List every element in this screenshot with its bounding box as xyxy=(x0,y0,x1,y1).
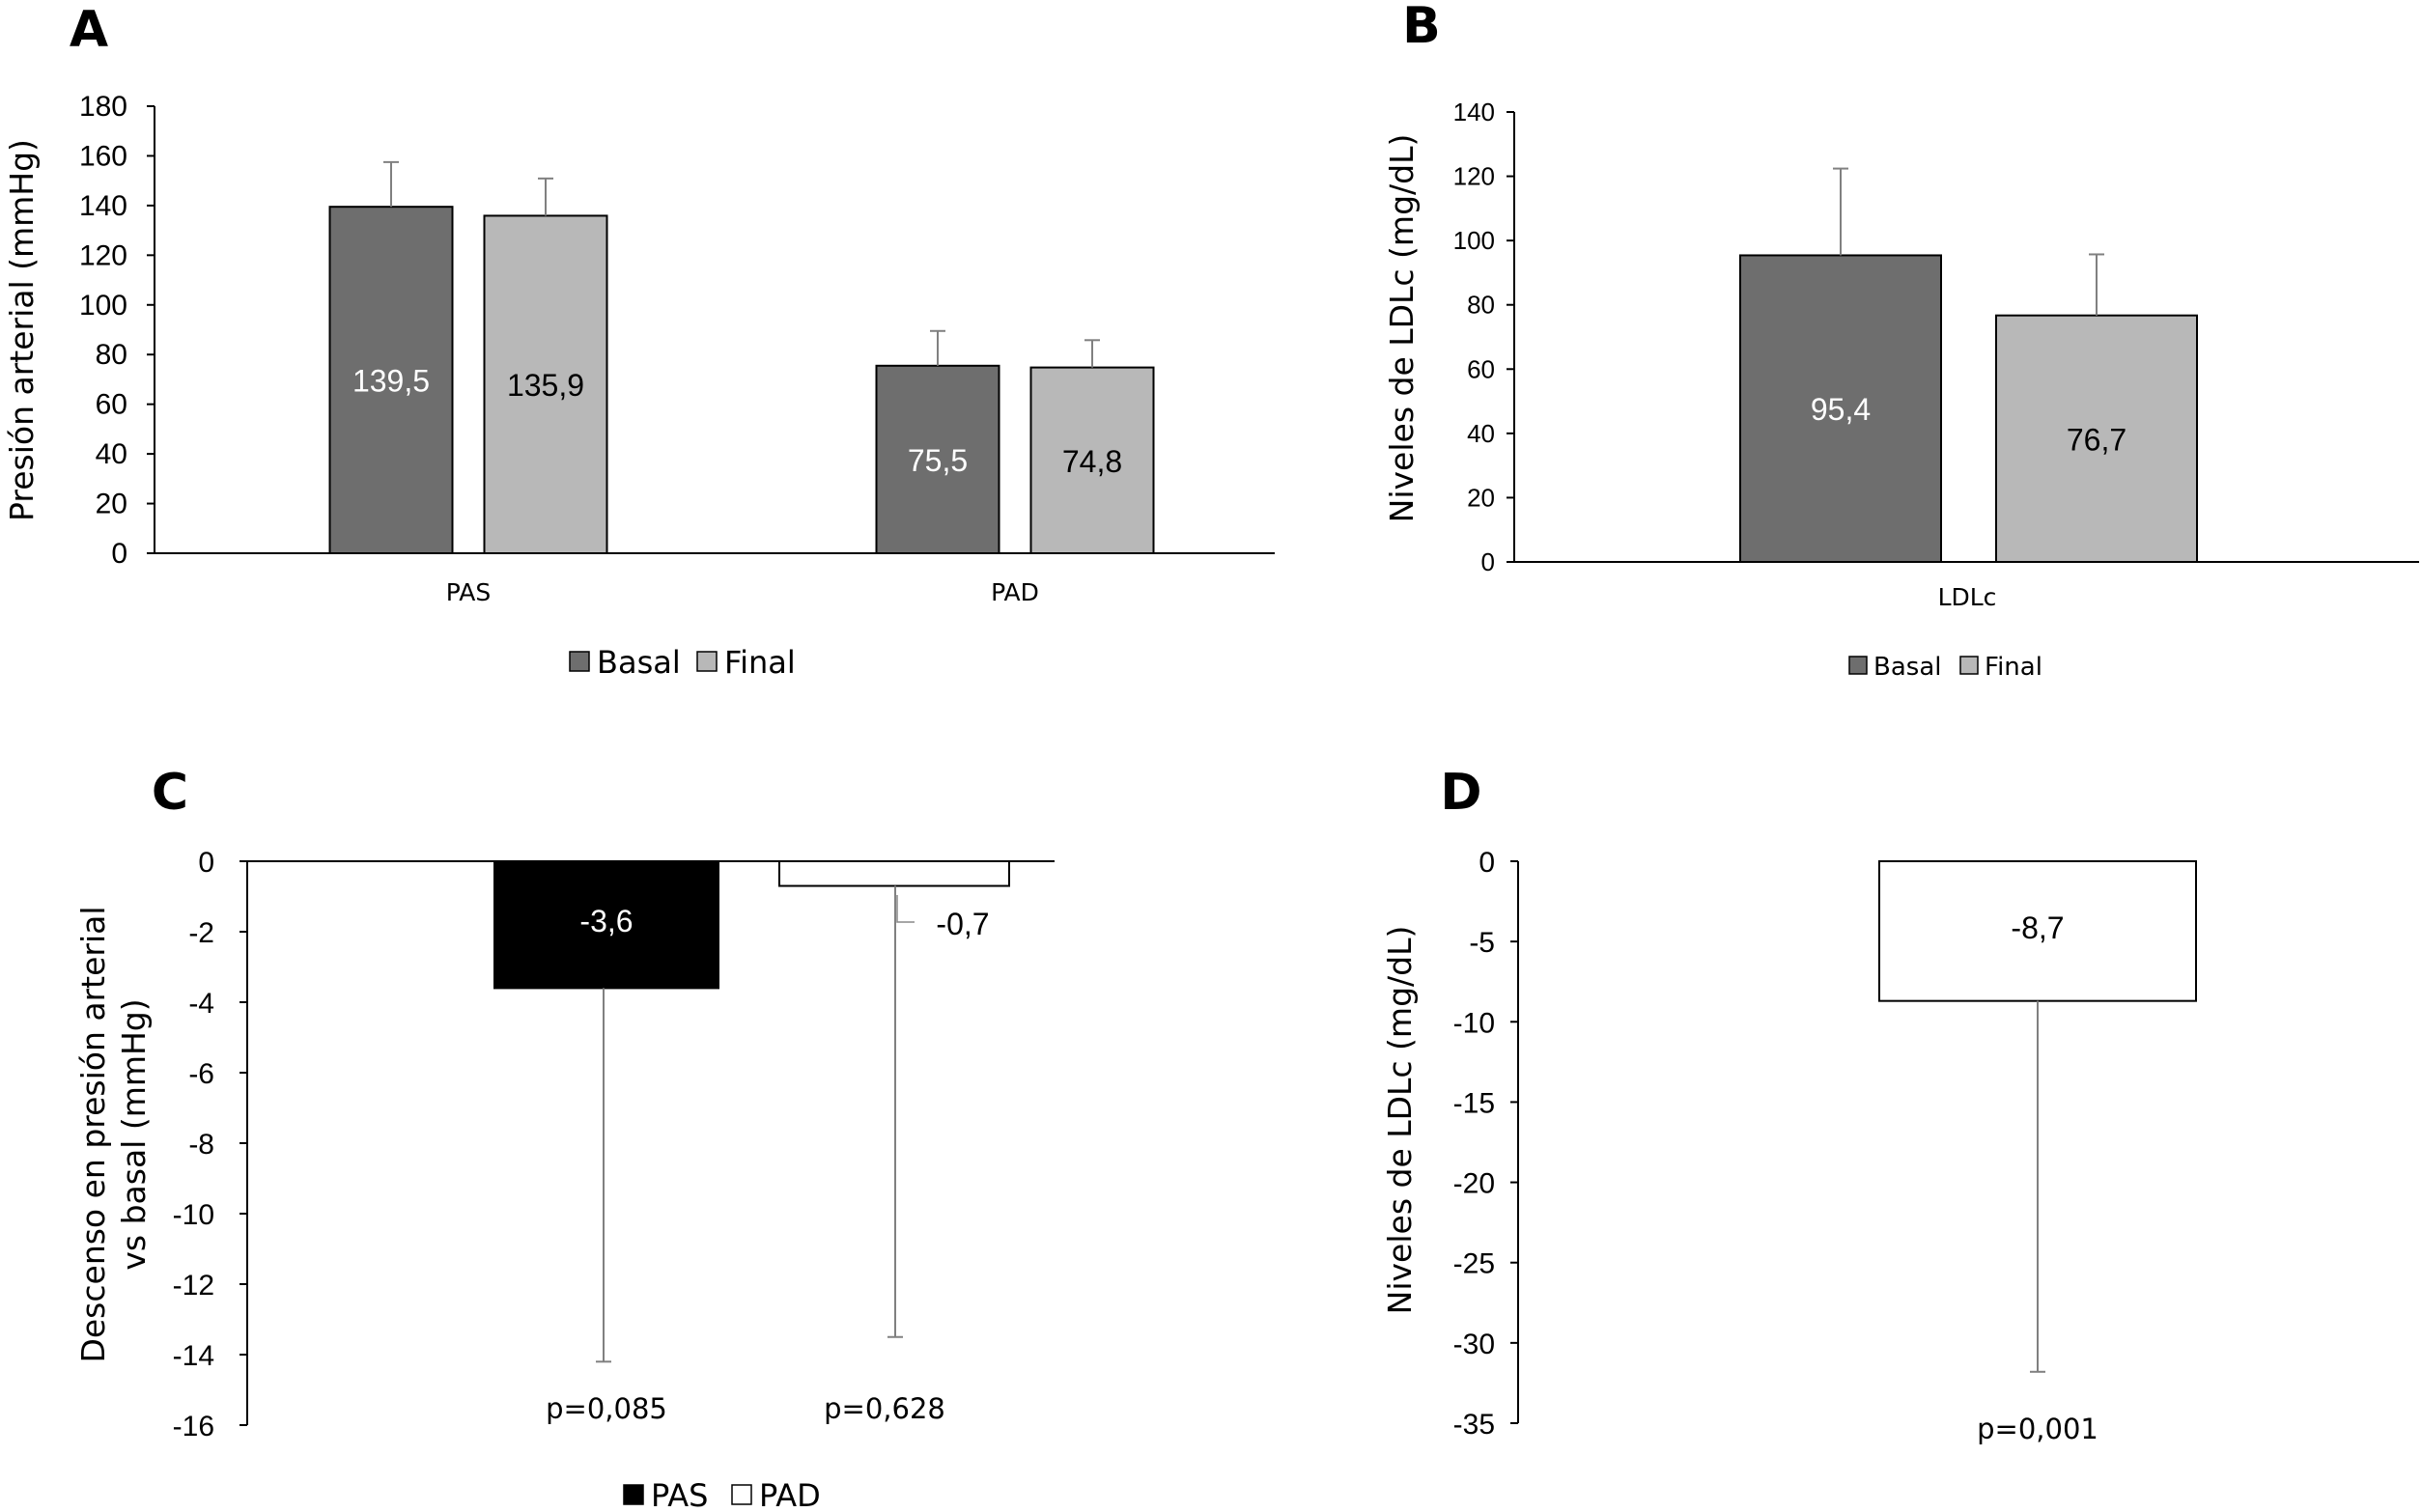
y-tick-label: 100 xyxy=(1453,226,1495,255)
data-label: 75,5 xyxy=(908,443,968,478)
y-tick-label: 20 xyxy=(96,489,127,520)
y-tick-label: 80 xyxy=(1467,291,1495,320)
y-axis-title-line-1: Descenso en presión arterial xyxy=(74,906,112,1362)
data-label: -3,6 xyxy=(579,904,633,938)
legend-label: Basal xyxy=(597,644,681,681)
legend-label: Basal xyxy=(1873,653,1941,682)
bar-basal-pas xyxy=(328,206,454,555)
y-tick-label: 0 xyxy=(1479,847,1495,879)
y-axis-title: Niveles de LDLc (mg/dL) xyxy=(1381,926,1419,1315)
y-tick-label: 80 xyxy=(96,339,127,371)
data-label-leader xyxy=(896,895,915,923)
x-category-label: PAD xyxy=(991,578,1039,606)
bar-final-pad xyxy=(1029,366,1155,554)
x-category-label: PAS xyxy=(446,578,491,606)
y-tick-label: -10 xyxy=(1453,1007,1495,1039)
legend-label: PAS xyxy=(651,1477,708,1512)
y-tick-label: 40 xyxy=(96,438,127,470)
y-tick-label: -15 xyxy=(1453,1087,1495,1119)
data-label: 95,4 xyxy=(1811,392,1871,427)
y-tick-label: -20 xyxy=(1453,1168,1495,1200)
bar-final-pas xyxy=(483,214,608,554)
panel-c-chart: C0 -2 -4 -6 -8 -10 -12 -14 -16 Descenso en presió… xyxy=(74,764,1055,1512)
legend-label: PAD xyxy=(759,1477,821,1512)
data-label: 135,9 xyxy=(507,368,584,403)
y-tick-label: 0 xyxy=(111,538,127,570)
data-label: -0,7 xyxy=(936,907,989,941)
y-tick-label: -12 xyxy=(173,1270,214,1302)
y-tick-label: 180 xyxy=(79,91,127,123)
x-category-label: LDLc xyxy=(1938,583,1997,611)
data-label: 76,7 xyxy=(2067,422,2126,457)
y-tick-label: 160 xyxy=(79,140,127,172)
data-label: 74,8 xyxy=(1062,444,1122,479)
y-tick-label: 0 xyxy=(1481,547,1495,576)
legend-swatch xyxy=(569,651,590,672)
bar-final-ldlc xyxy=(1995,314,2198,563)
y-tick-label: 140 xyxy=(79,190,127,222)
legend-swatch xyxy=(623,1484,644,1505)
y-tick-label: -4 xyxy=(188,988,214,1020)
y-tick-label: 60 xyxy=(1467,354,1495,383)
panel-a-chart: A 0 20 40 60 80 100 120 140 160 180 Presión arteria… xyxy=(3,1,1275,681)
panel-letter: C xyxy=(152,764,188,822)
y-tick-label: -14 xyxy=(173,1340,214,1372)
y-axis-title: Presión arterial (mmHg) xyxy=(3,139,41,521)
legend-swatch xyxy=(1848,656,1868,675)
data-label: 139,5 xyxy=(352,364,430,399)
p-value-label: p=0,001 xyxy=(1977,1413,2098,1445)
y-tick-label: 0 xyxy=(198,847,214,879)
panel-d-chart: D 0 -5 -10 -15 -20 -25 -30 -35 Niveles de LDLc (m… xyxy=(1381,764,2197,1445)
y-tick-label: -6 xyxy=(188,1058,214,1090)
y-tick-label: -35 xyxy=(1453,1409,1495,1441)
y-axis-title-line-2: vs basal (mmHg) xyxy=(115,998,153,1270)
y-tick-label: 120 xyxy=(1453,162,1495,191)
legend-label: Final xyxy=(1985,653,2042,682)
panel-b-chart: B 0 20 40 60 80 100 120 140 Niveles de LDLc (mg/d… xyxy=(1383,0,2419,682)
y-tick-label: 100 xyxy=(79,290,127,322)
y-axis-title: Niveles de LDLc (mg/dL) xyxy=(1383,134,1421,523)
y-tick-label: 20 xyxy=(1467,483,1495,512)
bar-basal-ldlc xyxy=(1739,254,1942,563)
bar-pas xyxy=(493,860,719,990)
y-tick-label: -30 xyxy=(1453,1329,1495,1360)
y-tick-label: -2 xyxy=(188,917,214,949)
legend-swatch xyxy=(1959,656,1979,675)
y-tick-label: -10 xyxy=(173,1199,214,1231)
bar-basal-pad xyxy=(875,364,1000,554)
y-tick-label: -16 xyxy=(173,1411,214,1442)
y-tick-label: -25 xyxy=(1453,1248,1495,1280)
panel-letter: D xyxy=(1440,764,1481,822)
p-value-label: p=0,628 xyxy=(824,1392,945,1425)
bar-ldlc-change xyxy=(1878,860,2197,1002)
y-tick-label: 40 xyxy=(1467,419,1495,448)
y-tick-label: -8 xyxy=(188,1129,214,1161)
y-tick-label: 140 xyxy=(1453,98,1495,126)
panel-letter: B xyxy=(1402,0,1441,55)
legend-swatch xyxy=(696,651,718,672)
y-tick-label: 120 xyxy=(79,239,127,271)
panel-letter: A xyxy=(70,1,108,59)
y-tick-label: -5 xyxy=(1469,927,1495,959)
bar-pad xyxy=(778,860,1010,887)
p-value-label: p=0,085 xyxy=(546,1392,667,1425)
data-label: -8,7 xyxy=(2011,910,2064,945)
y-tick-label: 60 xyxy=(96,389,127,421)
legend-label: Final xyxy=(724,644,796,681)
legend-swatch xyxy=(731,1484,752,1505)
